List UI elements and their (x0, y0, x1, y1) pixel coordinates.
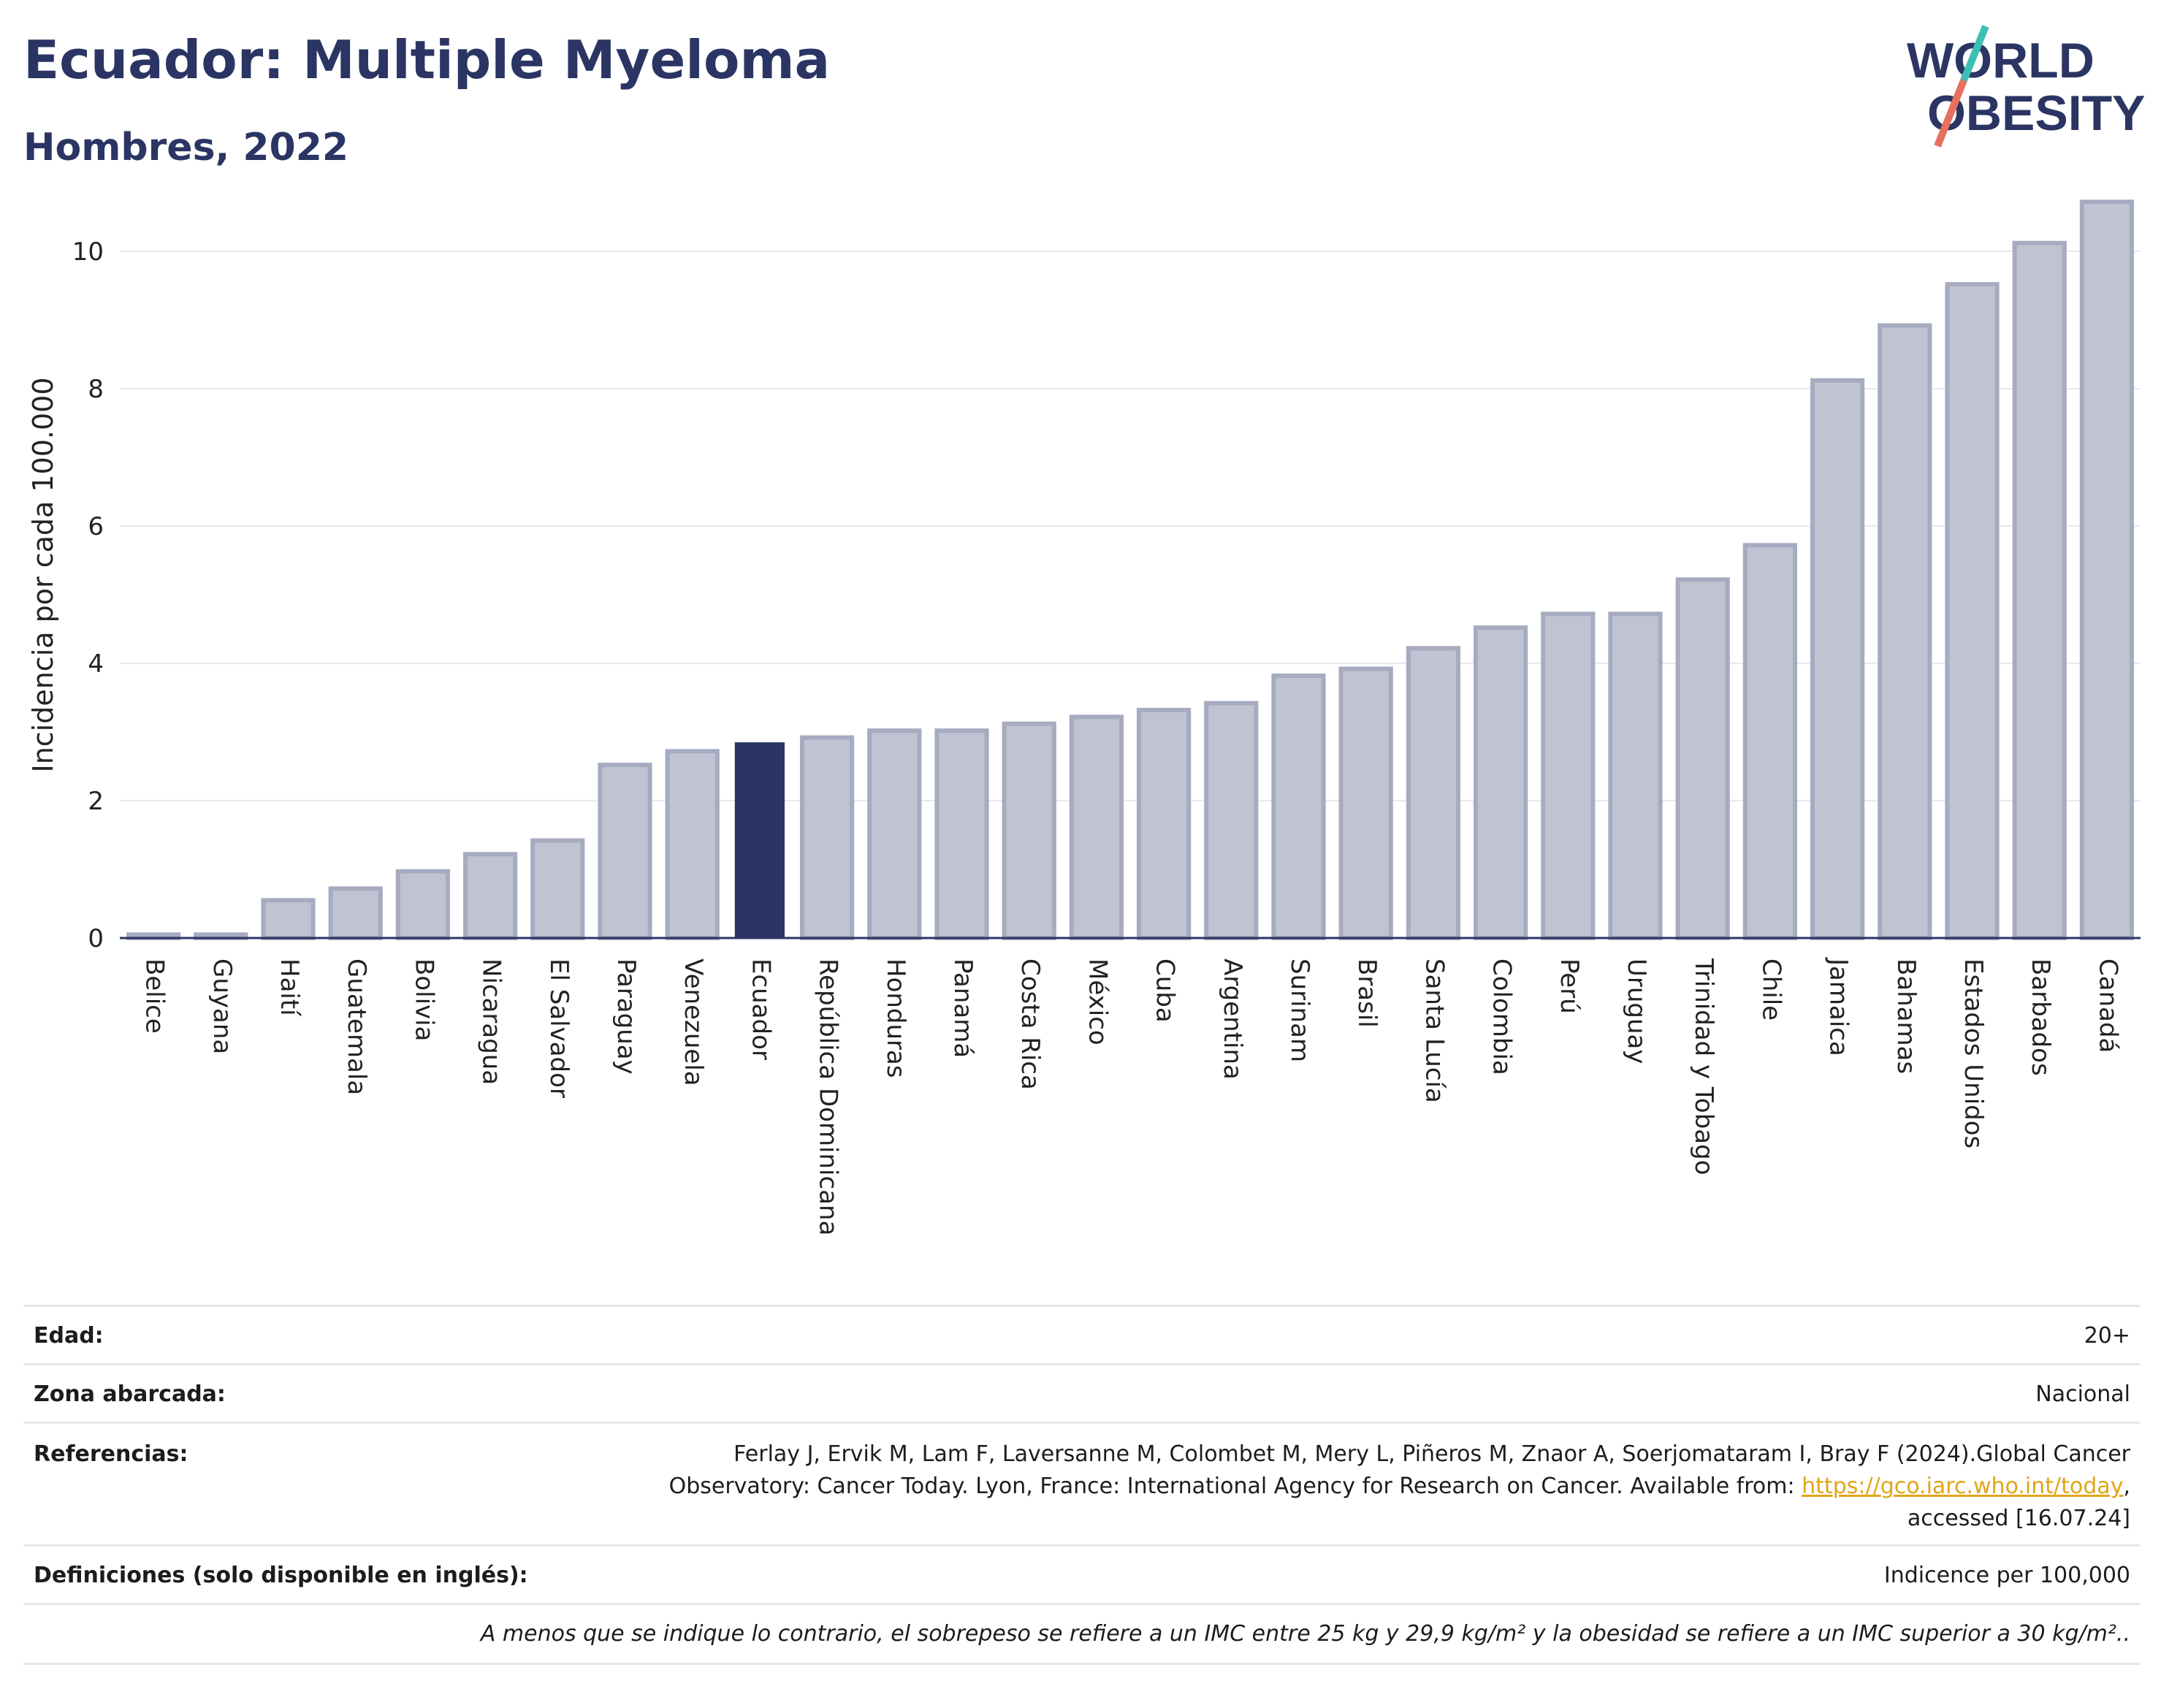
bar (1271, 673, 1326, 940)
x-tick-label: República Dominicana (814, 958, 843, 1235)
page-subtitle: Hombres, 2022 (23, 126, 349, 169)
x-tick-label: Canadá (2093, 958, 2122, 1053)
bar (1675, 577, 1730, 940)
world-obesity-logo: WORLD OBESITY (1907, 25, 2146, 148)
logo-slash-teal (1960, 25, 1989, 82)
y-tick-label: 0 (88, 924, 104, 953)
reference-line-1: Ferlay J, Ervik M, Lam F, Laversanne M, … (733, 1441, 2130, 1467)
bar (2012, 240, 2067, 941)
x-tick-label: Panamá (948, 958, 977, 1058)
info-row-definitions: Definiciones (solo disponible en inglés)… (23, 1544, 2141, 1605)
references-label: Referencias: (23, 1422, 570, 1547)
bar (1002, 721, 1056, 940)
bar (598, 763, 652, 940)
x-tick-label: Uruguay (1622, 958, 1651, 1064)
bar (1338, 666, 1393, 941)
x-tick-label: México (1083, 958, 1112, 1045)
bar-highlight (734, 742, 785, 938)
x-tick-label: Belice (140, 958, 169, 1034)
bar (665, 749, 720, 940)
x-tick-label: Honduras (881, 958, 910, 1078)
x-tick-label: El Salvador (544, 958, 573, 1098)
reference-line-2: Observatory: Cancer Today. Lyon, France:… (668, 1473, 1802, 1499)
x-tick-label: Ecuador (746, 958, 775, 1060)
reference-comma: , (2123, 1473, 2130, 1499)
bar (867, 728, 922, 940)
x-tick-label: Chile (1756, 958, 1785, 1021)
info-row-age: Edad: 20+ (23, 1305, 2141, 1365)
zone-label: Zona abarcada: (23, 1363, 570, 1424)
bar (1945, 282, 2000, 940)
bar (462, 852, 518, 940)
x-tick-label: Surinam (1285, 958, 1314, 1062)
info-row-references: Referencias: Ferlay J, Ervik M, Lam F, L… (23, 1422, 2141, 1547)
x-tick-label: Perú (1555, 958, 1584, 1014)
x-tick-label: Bolivia (409, 958, 438, 1041)
bar-chart: 0 2 4 6 8 10 Incidencia por cada 100.000 Belice… (27, 199, 2141, 1235)
x-tick-label: Colombia (1487, 958, 1517, 1075)
x-tick-label: Bahamas (1891, 958, 1921, 1074)
bar (395, 869, 451, 940)
bar (1608, 611, 1663, 940)
bar (261, 898, 316, 941)
y-tick-label: 2 (88, 787, 104, 816)
bar (530, 838, 585, 941)
x-tick-label: Estados Unidos (1959, 958, 1988, 1148)
info-row-zone: Zona abarcada: Nacional (23, 1363, 2141, 1424)
age-label: Edad: (23, 1305, 570, 1365)
x-tick-label: Costa Rica (1015, 958, 1045, 1090)
bar (328, 886, 383, 940)
bar (1742, 543, 1798, 940)
x-tick-label: Argentina (1218, 958, 1247, 1080)
x-tick-label: Trinidad y Tobago (1689, 958, 1718, 1175)
reference-accessed: accessed [16.07.24] (1907, 1506, 2130, 1531)
bar (1810, 378, 1865, 940)
bar (1541, 611, 1596, 940)
logo-slash-coral (1934, 79, 1967, 148)
logo-word-2: OBESITY (1927, 85, 2146, 141)
info-table: Edad: 20+ Zona abarcada: Nacional Refere… (23, 1305, 2141, 1665)
logo-word-1: WORLD (1907, 33, 2095, 88)
y-tick-label: 8 (88, 375, 104, 404)
reference-link[interactable]: https://gco.iarc.who.int/today (1802, 1473, 2124, 1499)
definitions-label: Definiciones (solo disponible en inglés)… (23, 1544, 570, 1605)
references-value: Ferlay J, Ervik M, Lam F, Laversanne M, … (569, 1422, 2141, 1547)
x-tick-label: Haití (275, 958, 304, 1017)
page-title: Ecuador: Multiple Myeloma (23, 29, 831, 91)
x-tick-label: Nicaragua (477, 958, 506, 1085)
age-value: 20+ (569, 1305, 2141, 1365)
bar (1473, 625, 1528, 940)
y-axis-title: Incidencia por cada 100.000 (27, 377, 59, 772)
bar (1878, 323, 1932, 940)
x-tick-label: Guatemala (342, 958, 371, 1095)
x-tick-label: Paraguay (611, 958, 641, 1075)
y-tick-label: 4 (88, 649, 104, 679)
zone-value: Nacional (569, 1363, 2141, 1424)
x-tick-label: Venezuela (679, 958, 708, 1086)
bar (2079, 199, 2135, 940)
x-tick-label: Guyana (207, 958, 237, 1054)
y-tick-label: 6 (88, 512, 104, 541)
x-tick-label: Brasil (1352, 958, 1381, 1028)
bar (799, 735, 855, 941)
x-tick-label: Barbados (2026, 958, 2055, 1076)
bar (1204, 701, 1259, 941)
bar (1406, 646, 1461, 940)
y-tick-label: 10 (72, 237, 104, 267)
bar (934, 728, 989, 940)
info-row-note: A menos que se indique lo contrario, el … (23, 1603, 2141, 1665)
x-tick-label: Cuba (1151, 958, 1180, 1023)
x-tick-label: Jamaica (1824, 957, 1853, 1056)
footnote: A menos que se indique lo contrario, el … (23, 1603, 2141, 1665)
bar (1136, 707, 1192, 940)
x-tick-label: Santa Lucía (1419, 958, 1449, 1103)
definitions-value: Indicence per 100,000 (569, 1544, 2141, 1605)
bar (1069, 714, 1124, 940)
